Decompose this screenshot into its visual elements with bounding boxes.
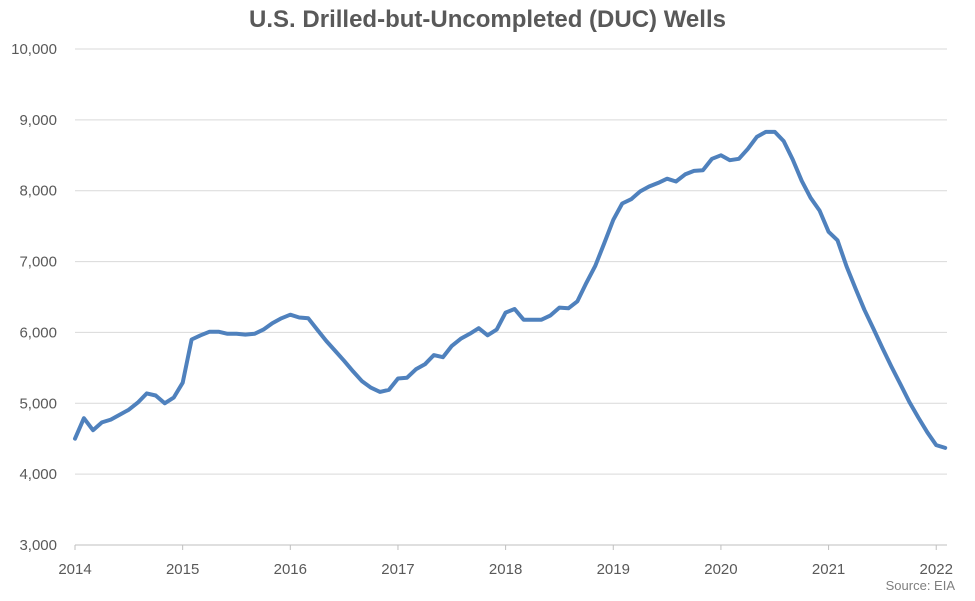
x-tick-label: 2021 [812,561,845,578]
x-tick-label: 2015 [166,561,199,578]
gridlines [75,48,947,546]
y-tick-label: 5,000 [19,395,57,412]
y-tick-label: 9,000 [19,112,57,129]
series-line [73,129,948,450]
y-tick-label: 8,000 [19,183,57,200]
x-tick-label: 2019 [597,561,630,578]
series-layer [73,129,948,450]
y-tick-label: 4,000 [19,466,57,483]
y-axis: 3,000 4,000 5,000 6,000 7,000 8,000 9,000 10,00… [11,41,57,554]
source-note: Source: EIA [885,578,955,593]
x-tick-label: 2017 [381,561,414,578]
y-tick-label: 3,000 [19,537,57,554]
x-tick-label: 2020 [704,561,737,578]
x-tick-label: 2022 [920,561,953,578]
y-tick-label: 10,000 [11,41,57,58]
chart-title: U.S. Drilled-but-Uncompleted (DUC) Wells [249,6,726,33]
x-tick-label: 2014 [58,561,91,578]
x-tick-label: 2018 [489,561,522,578]
x-axis: 2014 2015 2016 2017 2018 2019 2020 2021 2022 [58,544,953,578]
y-tick-label: 6,000 [19,324,57,341]
x-tick-label: 2016 [274,561,307,578]
y-tick-label: 7,000 [19,254,57,271]
